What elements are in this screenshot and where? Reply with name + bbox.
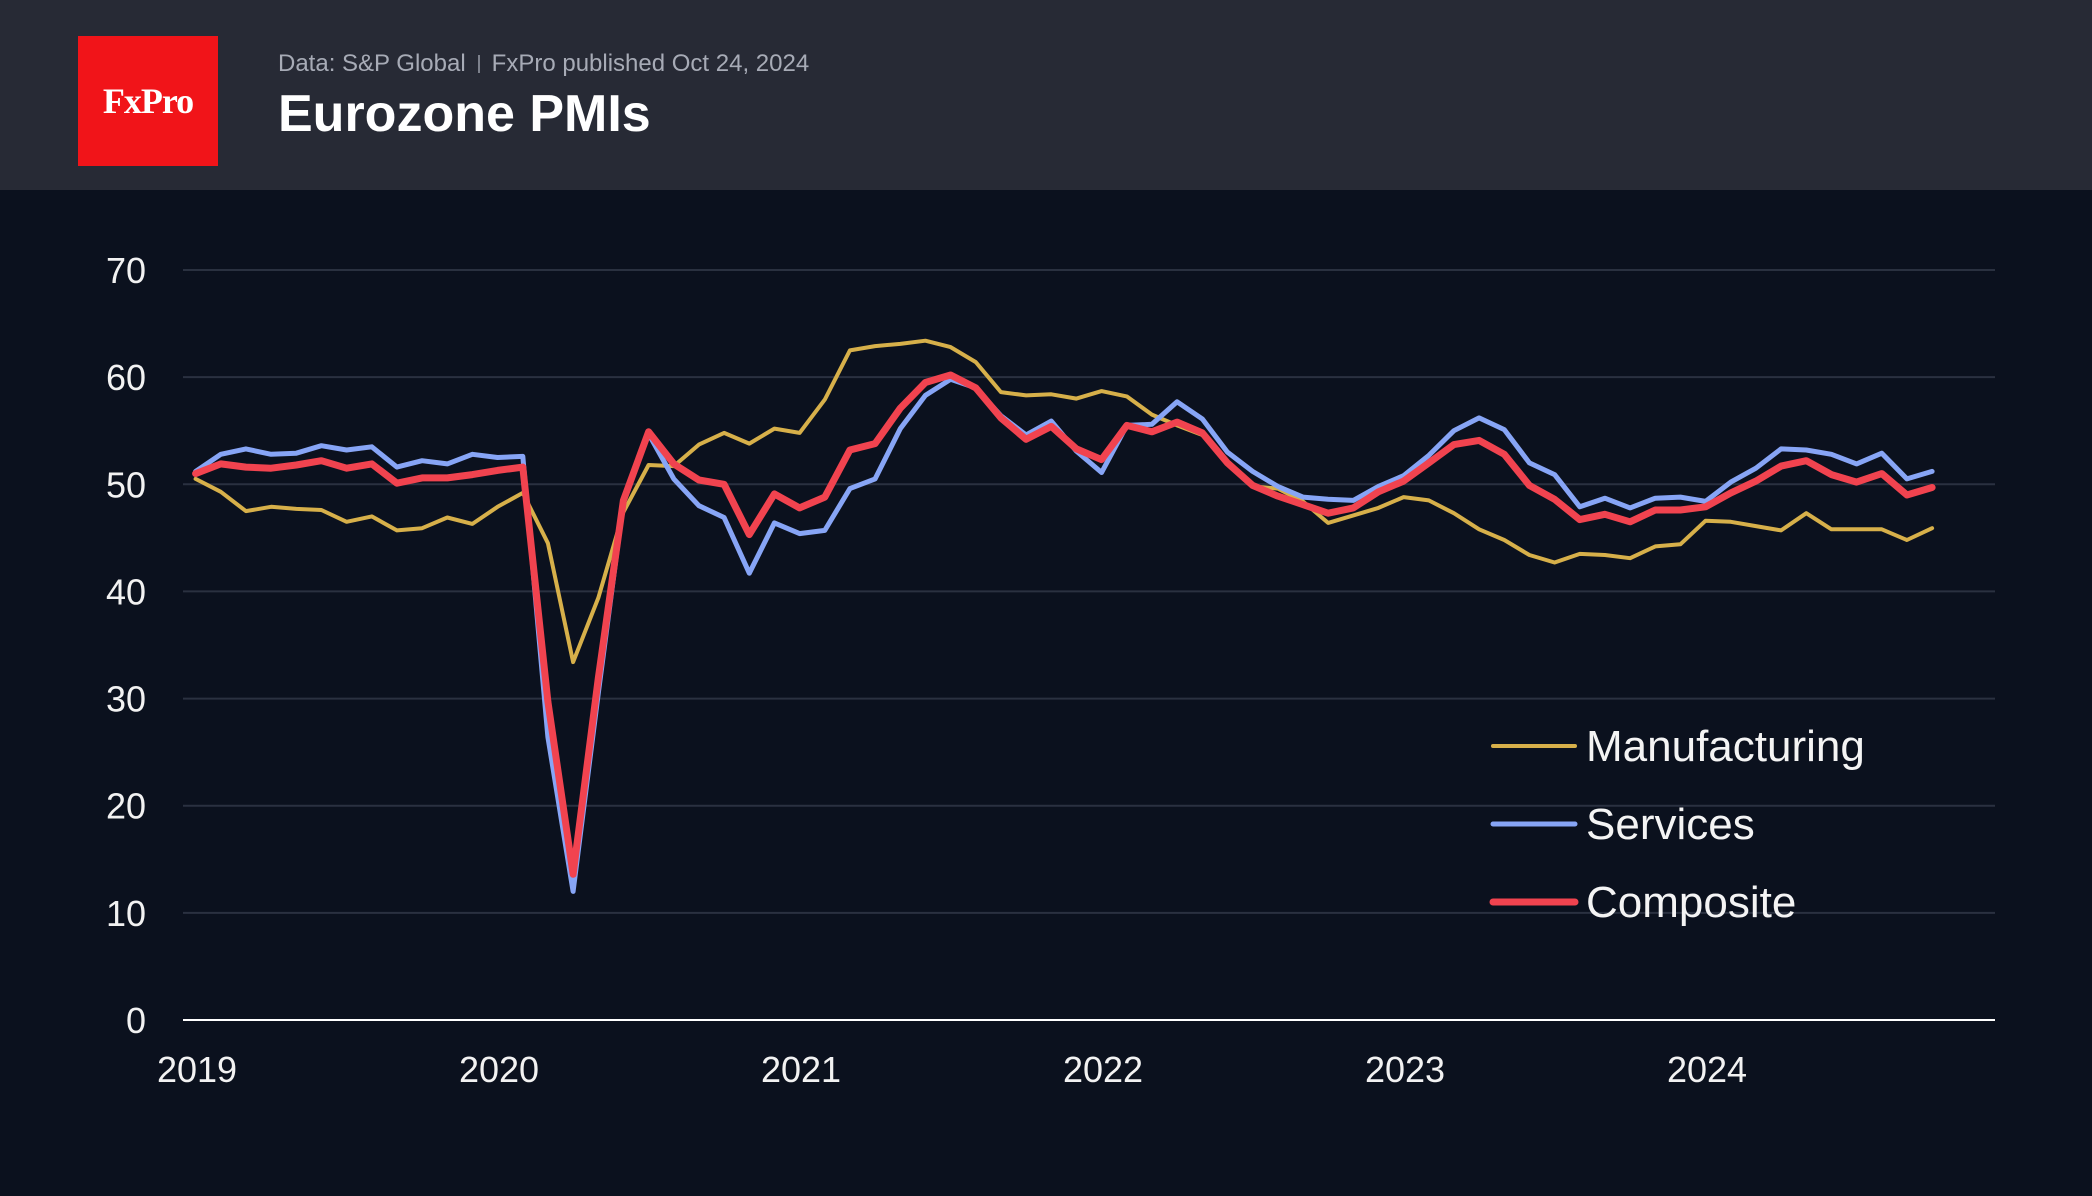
chart-title: Eurozone PMIs (278, 85, 651, 143)
series-lines (192, 338, 1936, 894)
y-tick-label: 60 (106, 357, 146, 398)
legend-label-services: Services (1586, 800, 1755, 849)
y-tick-label: 40 (106, 571, 146, 612)
x-tick-label: 2019 (157, 1049, 237, 1090)
y-tick-label: 0 (126, 1000, 146, 1041)
y-tick-label: 20 (106, 786, 146, 827)
meta-separator (477, 55, 480, 73)
legend-label-composite: Composite (1586, 878, 1796, 927)
grid-lines (183, 269, 1995, 1021)
published-date: FxPro published Oct 24, 2024 (491, 50, 810, 77)
x-tick-label: 2024 (1667, 1049, 1747, 1090)
x-tick-label: 2022 (1063, 1049, 1143, 1090)
x-tick-label: 2021 (761, 1049, 841, 1090)
y-tick-label: 50 (106, 464, 146, 505)
legend: Manufacturing Services Composite (1489, 722, 1865, 927)
data-source: Data: S&P Global (278, 50, 466, 77)
header-bar: FxPro Data: S&P Global FxPro published O… (0, 0, 2092, 190)
fxpro-logo: FxPro (78, 36, 218, 166)
x-tick-label: 2023 (1365, 1049, 1445, 1090)
y-axis-ticks: 0 10 20 30 40 50 60 70 (106, 250, 146, 1041)
legend-label-manufacturing: Manufacturing (1586, 722, 1865, 771)
x-axis-ticks: 2019 2020 2021 2022 2023 2024 (157, 1049, 1747, 1090)
series-line-composite (192, 371, 1936, 878)
y-tick-label: 70 (106, 250, 146, 291)
y-tick-label: 10 (106, 893, 146, 934)
x-tick-label: 2020 (459, 1049, 539, 1090)
chart-meta: Data: S&P Global FxPro published Oct 24,… (278, 50, 809, 78)
series-line-manufacturing (193, 338, 1935, 665)
y-tick-label: 30 (106, 679, 146, 720)
